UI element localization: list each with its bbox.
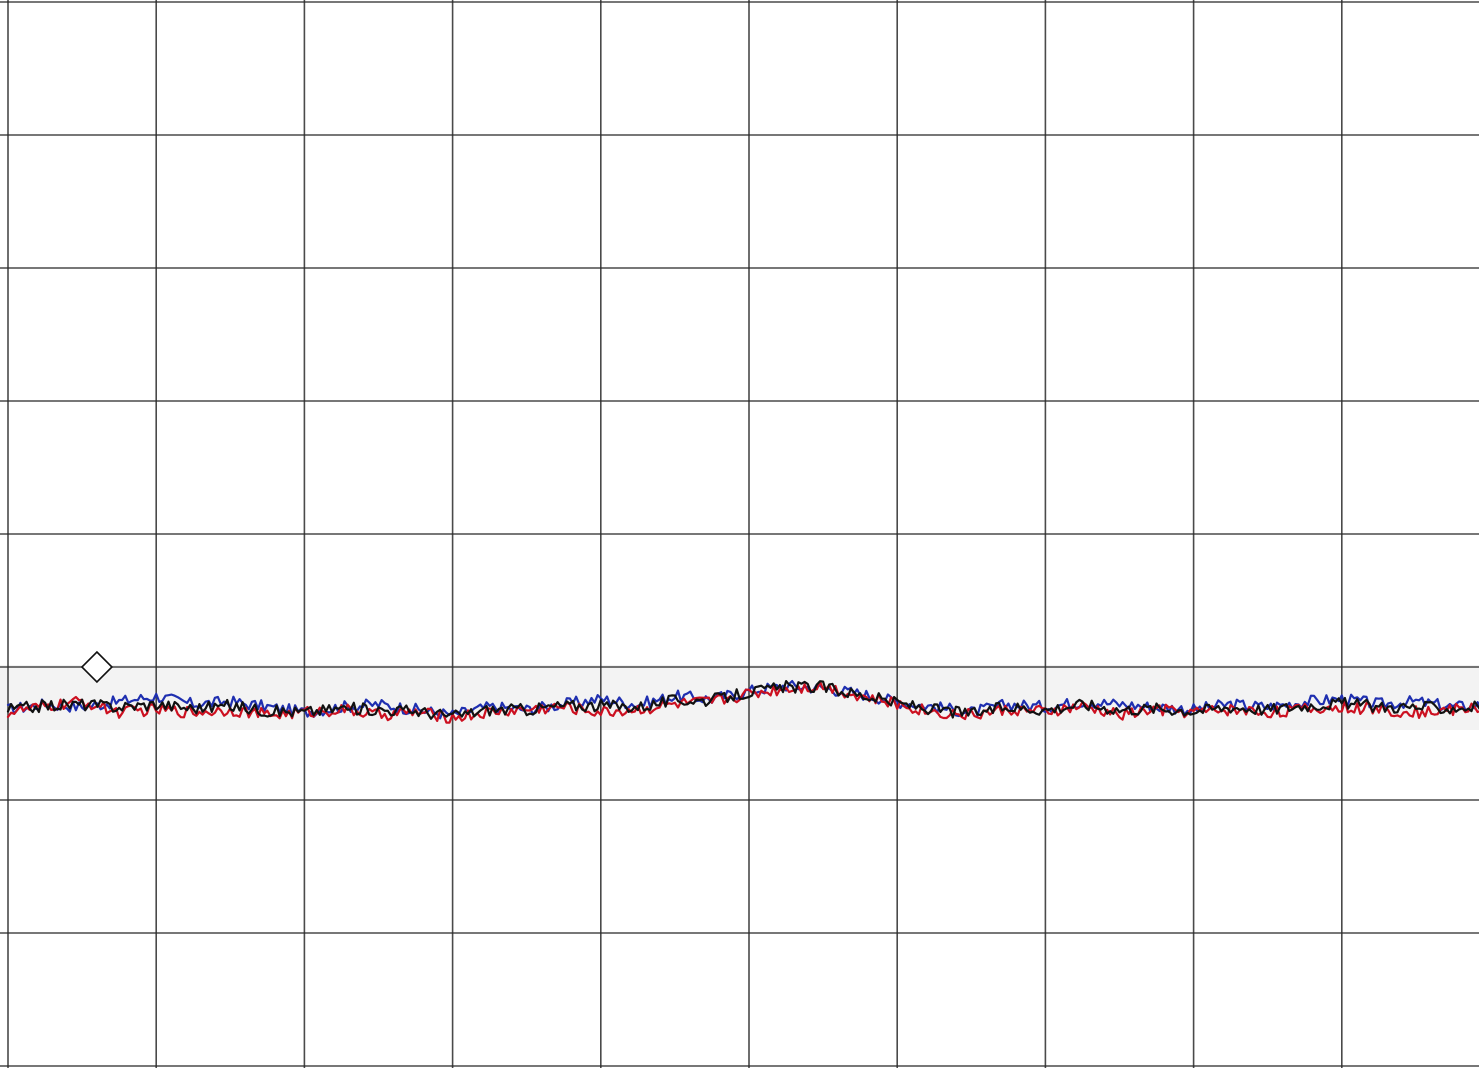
trigger-marker-diamond [80, 650, 114, 684]
markers [80, 650, 114, 684]
traces [6, 680, 1479, 724]
series-line-3 [6, 680, 1479, 720]
